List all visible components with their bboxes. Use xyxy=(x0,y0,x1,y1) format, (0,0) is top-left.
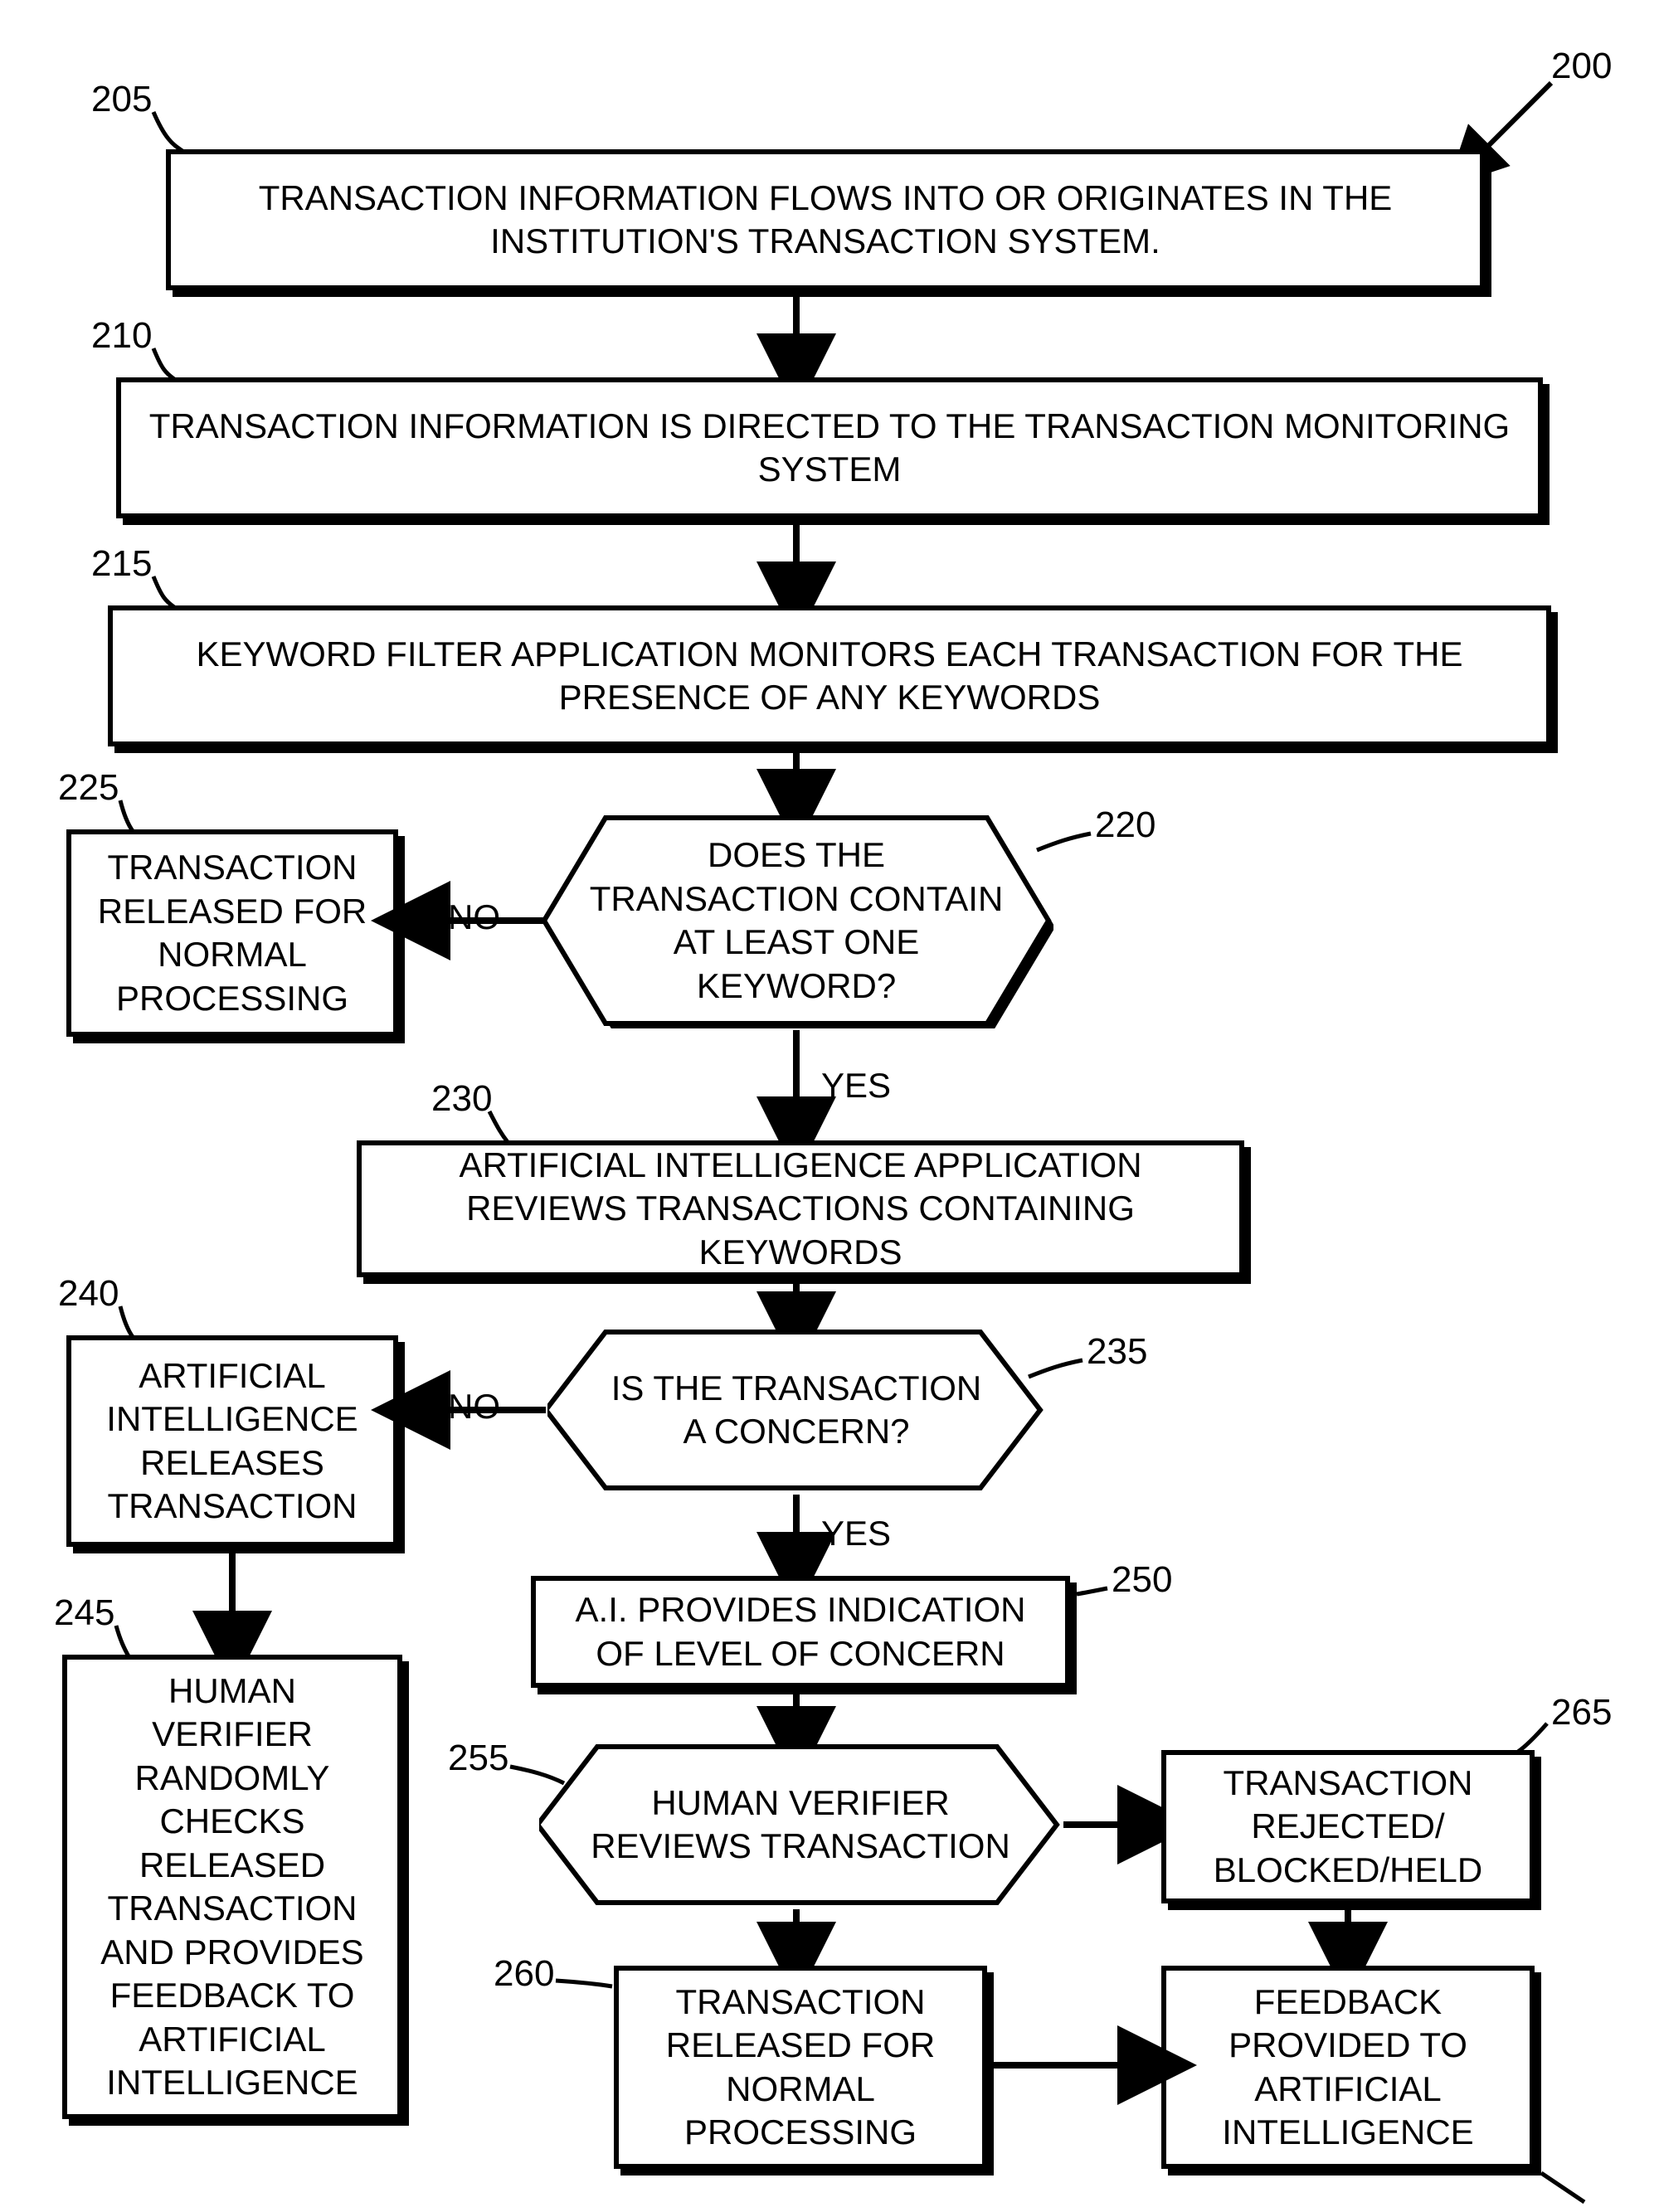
node-230: ARTIFICIAL INTELLIGENCE APPLICATION REVI… xyxy=(357,1140,1244,1277)
flowchart-canvas: 200 TRANSACTION INFORMATION FLOWS INTO O… xyxy=(0,0,1659,2212)
ref-205: 205 xyxy=(91,79,152,120)
ref-255: 255 xyxy=(448,1738,508,1779)
ref-260: 260 xyxy=(494,1953,554,1995)
node-235-text: IS THE TRANSACTION A CONCERN? xyxy=(547,1327,1045,1493)
node-265-text: TRANSACTION REJECTED/ BLOCKED/HELD xyxy=(1183,1762,1513,1893)
ref-230: 230 xyxy=(431,1078,492,1120)
node-255: HUMAN VERIFIER REVIEWS TRANSACTION xyxy=(539,1742,1062,1908)
node-235: IS THE TRANSACTION A CONCERN? xyxy=(547,1327,1045,1493)
ref-210: 210 xyxy=(91,315,152,357)
node-250: A.I. PROVIDES INDICATION OF LEVEL OF CON… xyxy=(531,1576,1070,1688)
node-230-text: ARTIFICIAL INTELLIGENCE APPLICATION REVI… xyxy=(378,1144,1223,1275)
node-255-text: HUMAN VERIFIER REVIEWS TRANSACTION xyxy=(539,1742,1062,1908)
node-225: TRANSACTION RELEASED FOR NORMAL PROCESSI… xyxy=(66,829,398,1037)
node-270-text: FEEDBACK PROVIDED TO ARTIFICIAL INTELLIG… xyxy=(1183,1981,1513,2155)
label-yes-2: YES xyxy=(821,1514,891,1553)
ref-220: 220 xyxy=(1095,805,1155,846)
node-270: FEEDBACK PROVIDED TO ARTIFICIAL INTELLIG… xyxy=(1161,1966,1535,2169)
node-240: ARTIFICIAL INTELLIGENCE RELEASES TRANSAC… xyxy=(66,1335,398,1547)
node-225-text: TRANSACTION RELEASED FOR NORMAL PROCESSI… xyxy=(88,846,377,1020)
node-265: TRANSACTION REJECTED/ BLOCKED/HELD xyxy=(1161,1750,1535,1903)
label-yes-1: YES xyxy=(821,1066,891,1106)
ref-250: 250 xyxy=(1112,1559,1172,1601)
node-260-text: TRANSACTION RELEASED FOR NORMAL PROCESSI… xyxy=(635,1981,966,2155)
ref-215: 215 xyxy=(91,543,152,585)
node-220-text: DOES THE TRANSACTION CONTAIN AT LEAST ON… xyxy=(539,813,1053,1028)
ref-225: 225 xyxy=(58,767,119,809)
node-240-text: ARTIFICIAL INTELLIGENCE RELEASES TRANSAC… xyxy=(88,1354,377,1529)
node-220: DOES THE TRANSACTION CONTAIN AT LEAST ON… xyxy=(539,813,1053,1028)
node-250-text: A.I. PROVIDES INDICATION OF LEVEL OF CON… xyxy=(552,1588,1048,1675)
ref-235: 235 xyxy=(1087,1331,1147,1373)
node-245-text: HUMAN VERIFIER RANDOMLY CHECKS RELEASED … xyxy=(84,1670,381,2105)
label-no-1: NO xyxy=(448,897,500,937)
node-210-text: TRANSACTION INFORMATION IS DIRECTED TO T… xyxy=(138,405,1521,492)
ref-265: 265 xyxy=(1551,1692,1612,1733)
label-no-2: NO xyxy=(448,1387,500,1427)
node-245: HUMAN VERIFIER RANDOMLY CHECKS RELEASED … xyxy=(62,1655,402,2119)
node-215-text: KEYWORD FILTER APPLICATION MONITORS EACH… xyxy=(129,633,1530,720)
node-205-text: TRANSACTION INFORMATION FLOWS INTO OR OR… xyxy=(187,177,1463,264)
ref-200: 200 xyxy=(1551,46,1612,87)
node-205: TRANSACTION INFORMATION FLOWS INTO OR OR… xyxy=(166,149,1485,290)
node-215: KEYWORD FILTER APPLICATION MONITORS EACH… xyxy=(108,605,1551,746)
ref-240: 240 xyxy=(58,1273,119,1315)
ref-245: 245 xyxy=(54,1592,114,1634)
node-260: TRANSACTION RELEASED FOR NORMAL PROCESSI… xyxy=(614,1966,987,2169)
node-210: TRANSACTION INFORMATION IS DIRECTED TO T… xyxy=(116,377,1543,518)
